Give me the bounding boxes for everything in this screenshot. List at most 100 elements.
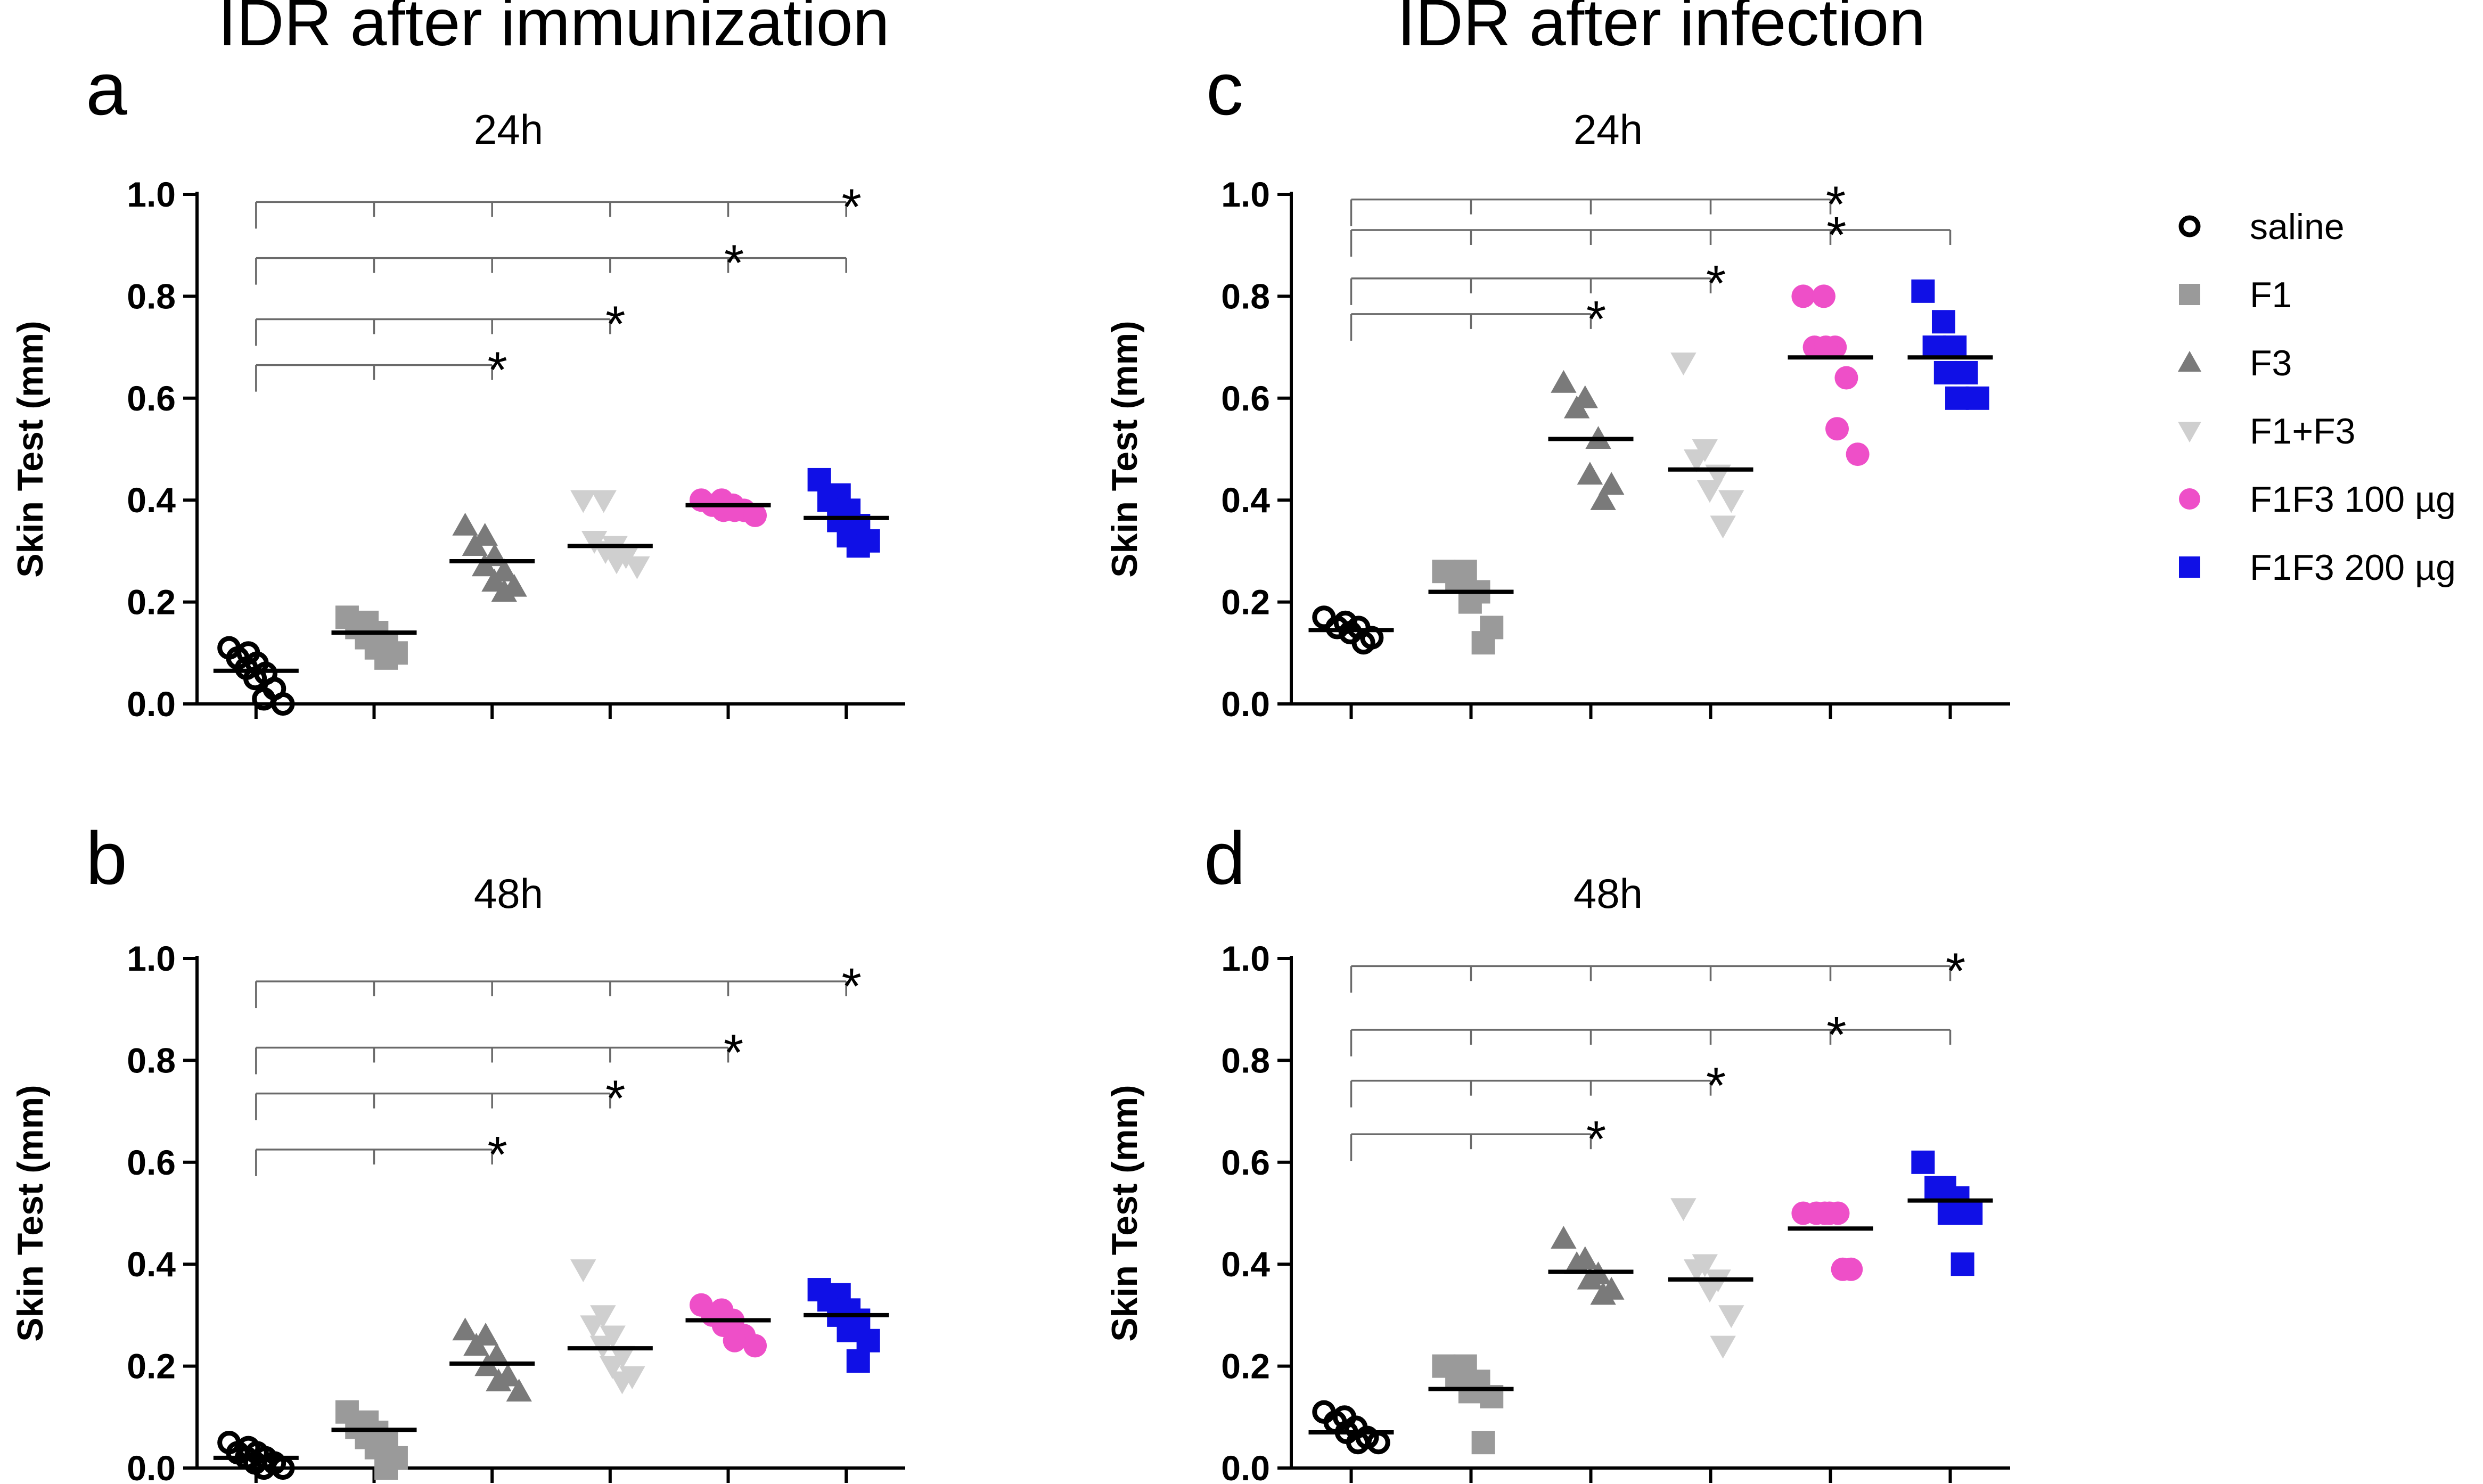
- y-tick-label-d: 0.2: [1221, 1347, 1270, 1386]
- data-point: [817, 488, 841, 512]
- panel-a: a 24h 0.0 0.2 0.4 0.6 0.8 1.0 Skin Test (mm) * * * *: [10, 47, 905, 724]
- y-axis-label-a: Skin Test (mm): [10, 321, 51, 577]
- series-c-4: [1788, 284, 1873, 466]
- data-point: [570, 1259, 596, 1282]
- data-point: [1697, 480, 1723, 503]
- series-c-1: [1428, 560, 1514, 655]
- y-tick-label-b: 0.2: [127, 1347, 176, 1386]
- y-tick-label-a: 0.0: [127, 684, 176, 724]
- series-b-5: [804, 1278, 889, 1373]
- significance-star: *: [487, 1126, 507, 1183]
- significance-bracket-d: [1350, 1029, 1952, 1056]
- series-c-3: [1668, 352, 1753, 539]
- data-point: [837, 1318, 861, 1342]
- data-point: [486, 1368, 512, 1392]
- data-point: [374, 646, 398, 670]
- legend-marker: [2179, 488, 2200, 510]
- data-point: [856, 1329, 880, 1352]
- data-point: [1931, 310, 1955, 334]
- data-point: [1551, 370, 1577, 393]
- data-point: [1831, 1257, 1855, 1281]
- data-point: [506, 1379, 532, 1402]
- y-tick-label-b: 1.0: [127, 939, 176, 978]
- significance-star: *: [605, 1070, 625, 1127]
- data-point: [1945, 386, 1969, 410]
- legend-label: F1: [2250, 275, 2292, 315]
- y-axis-label-d: Skin Test (mm): [1104, 1085, 1145, 1341]
- significance-bracket-c: [1350, 198, 1832, 226]
- data-point: [1937, 1201, 1961, 1225]
- data-point: [1922, 335, 1946, 359]
- series-c-0: [1308, 605, 1394, 655]
- significance-star: *: [724, 235, 744, 292]
- data-point: [723, 498, 747, 522]
- column-title-immunization: IDR after immunization: [218, 0, 889, 60]
- series-d-2: [1548, 1226, 1634, 1305]
- panel-d: d 48h 0.0 0.2 0.4 0.6 0.8 1.0 Skin Test (mm) * * * *: [1104, 816, 2010, 1484]
- significance-bracket-b: [255, 1092, 611, 1120]
- data-point: [1458, 1380, 1482, 1404]
- significance-bracket-a: [255, 318, 611, 346]
- series-b-0: [213, 1431, 299, 1480]
- y-tick-label-a: 0.4: [127, 480, 176, 520]
- data-point: [1697, 1280, 1723, 1303]
- data-point: [1911, 1150, 1935, 1174]
- data-point: [846, 534, 870, 558]
- panel-title-d: 48h: [1574, 870, 1643, 917]
- data-point: [1812, 284, 1835, 308]
- legend-item-2: F3: [2178, 343, 2292, 383]
- y-tick-label-d: 0.6: [1221, 1143, 1270, 1182]
- significance-bracket-d: [1350, 965, 1952, 993]
- series-a-2: [449, 512, 535, 602]
- y-tick-label-c: 0.6: [1221, 379, 1270, 418]
- data-point: [624, 556, 650, 579]
- data-point: [271, 692, 295, 716]
- data-point: [570, 490, 596, 513]
- series-b-3: [567, 1259, 653, 1395]
- significance-bracket-d: [1350, 1133, 1592, 1161]
- y-tick-label-d: 0.0: [1221, 1448, 1270, 1484]
- data-point: [1718, 490, 1744, 513]
- significance-star: *: [1826, 176, 1846, 233]
- significance-star: *: [841, 178, 861, 235]
- data-point: [471, 553, 498, 577]
- data-point: [743, 503, 767, 527]
- legend-item-1: F1: [2179, 275, 2292, 315]
- series-b-2: [449, 1317, 535, 1402]
- data-point: [1846, 442, 1870, 466]
- data-point: [463, 1333, 489, 1356]
- significance-bracket-c: [1350, 313, 1592, 341]
- data-point: [1599, 472, 1625, 495]
- y-tick-label-c: 0.2: [1221, 583, 1270, 622]
- significance-star: *: [724, 1024, 743, 1081]
- significance-star: *: [1586, 1111, 1606, 1168]
- significance-star: *: [1706, 255, 1726, 312]
- series-a-5: [804, 468, 889, 558]
- data-point: [1683, 449, 1710, 472]
- series-a-0: [213, 636, 299, 716]
- legend-marker: [2178, 422, 2201, 442]
- data-point: [603, 551, 630, 575]
- series-c-5: [1907, 279, 1993, 410]
- y-tick-label-d: 0.8: [1221, 1040, 1270, 1080]
- data-point: [591, 490, 617, 513]
- y-tick-label-b: 0.8: [127, 1040, 176, 1080]
- data-point: [1814, 335, 1838, 359]
- series-a-1: [331, 605, 417, 670]
- data-point: [374, 1456, 398, 1480]
- data-point: [1563, 1251, 1590, 1274]
- legend-label: F1F3 100 µg: [2250, 479, 2456, 520]
- data-point: [1951, 1252, 1974, 1276]
- significance-star: *: [1826, 1006, 1846, 1063]
- series-d-4: [1788, 1201, 1873, 1281]
- data-point: [1959, 1201, 1983, 1225]
- significance-bracket-d: [1350, 1079, 1712, 1108]
- data-point: [599, 1356, 626, 1379]
- data-point: [1445, 570, 1469, 594]
- significance-star: *: [1826, 207, 1846, 264]
- data-point: [452, 512, 478, 536]
- significance-star: *: [1706, 1057, 1726, 1114]
- significance-bracket-c: [1350, 229, 1952, 257]
